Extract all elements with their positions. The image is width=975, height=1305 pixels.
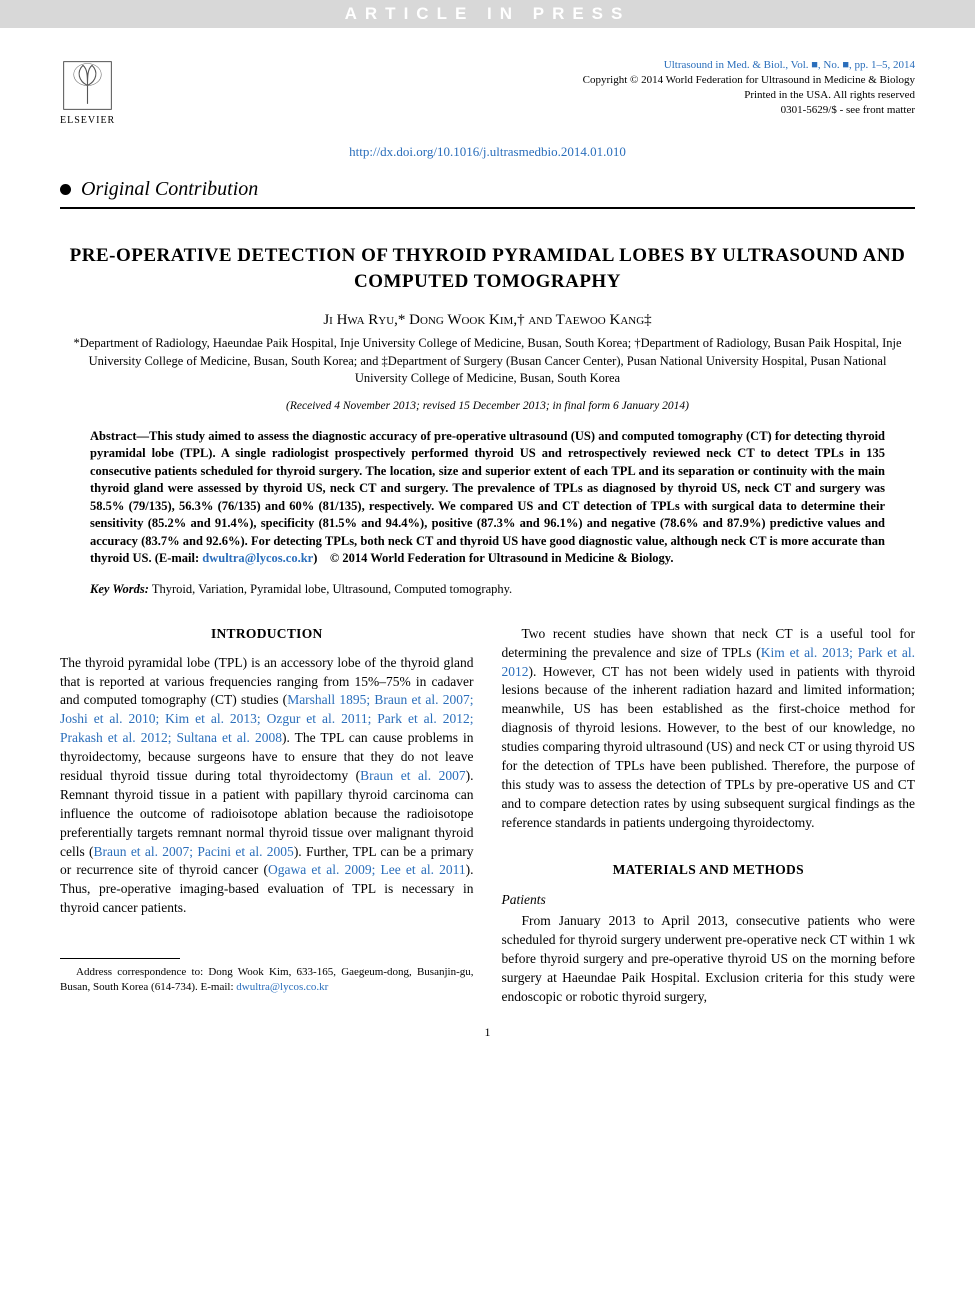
publisher-logo: ELSEVIER	[60, 58, 115, 126]
right-text-1b: ). However, CT has not been widely used …	[502, 664, 916, 830]
keywords-label: Key Words:	[90, 582, 149, 596]
citation-link[interactable]: Braun et al. 2007	[360, 768, 465, 783]
article-in-press-banner: ARTICLE IN PRESS	[0, 0, 975, 28]
article-dates: (Received 4 November 2013; revised 15 De…	[0, 400, 975, 412]
keywords: Key Words: Thyroid, Variation, Pyramidal…	[90, 582, 885, 597]
section-rule	[60, 207, 915, 209]
authors: Ji Hwa Ryu,* Dong Wook Kim,† and Taewoo …	[60, 312, 915, 329]
patients-subheading: Patients	[502, 891, 916, 910]
abstract-text-pre: Abstract—This study aimed to assess the …	[90, 429, 885, 566]
bullet-icon	[60, 184, 71, 195]
citation-link[interactable]: Ogawa et al. 2009; Lee et al. 2011	[268, 862, 466, 877]
page-number: 1	[0, 1025, 975, 1060]
abstract: Abstract—This study aimed to assess the …	[90, 428, 885, 568]
section-tag-row: Original Contribution	[0, 178, 975, 201]
publisher-name: ELSEVIER	[60, 115, 115, 126]
section-tag: Original Contribution	[81, 178, 258, 201]
elsevier-tree-icon	[60, 58, 115, 113]
article-title: PRE-OPERATIVE DETECTION OF THYROID PYRAM…	[60, 243, 915, 294]
citation-link[interactable]: Braun et al. 2007; Pacini et al. 2005	[94, 844, 294, 859]
doi-link[interactable]: http://dx.doi.org/10.1016/j.ultrasmedbio…	[0, 136, 975, 178]
journal-copyright: Copyright © 2014 World Federation for Ul…	[583, 73, 915, 88]
body-columns: INTRODUCTION The thyroid pyramidal lobe …	[0, 625, 975, 1007]
journal-ref: Ultrasound in Med. & Biol., Vol. ■, No. …	[583, 58, 915, 73]
journal-printed: Printed in the USA. All rights reserved	[583, 88, 915, 103]
affiliations: *Department of Radiology, Haeundae Paik …	[70, 335, 905, 388]
correspondence-footnote: Address correspondence to: Dong Wook Kim…	[60, 965, 474, 995]
methods-paragraph-1: From January 2013 to April 2013, consecu…	[502, 912, 916, 1006]
journal-meta: Ultrasound in Med. & Biol., Vol. ■, No. …	[583, 58, 915, 117]
keywords-list: Thyroid, Variation, Pyramidal lobe, Ultr…	[149, 582, 512, 596]
right-paragraph-1: Two recent studies have shown that neck …	[502, 625, 916, 833]
journal-issn: 0301-5629/$ - see front matter	[583, 103, 915, 118]
header-row: ELSEVIER Ultrasound in Med. & Biol., Vol…	[0, 28, 975, 136]
intro-paragraph: The thyroid pyramidal lobe (TPL) is an a…	[60, 654, 474, 918]
methods-heading: MATERIALS AND METHODS	[502, 861, 916, 880]
intro-heading: INTRODUCTION	[60, 625, 474, 644]
abstract-text-post: ) © 2014 World Federation for Ultrasound…	[313, 551, 673, 565]
footnote-rule	[60, 958, 180, 959]
left-column: INTRODUCTION The thyroid pyramidal lobe …	[60, 625, 474, 1007]
footnote-email[interactable]: dwultra@lycos.co.kr	[236, 981, 328, 993]
abstract-email[interactable]: dwultra@lycos.co.kr	[202, 551, 313, 565]
right-column: Two recent studies have shown that neck …	[502, 625, 916, 1007]
